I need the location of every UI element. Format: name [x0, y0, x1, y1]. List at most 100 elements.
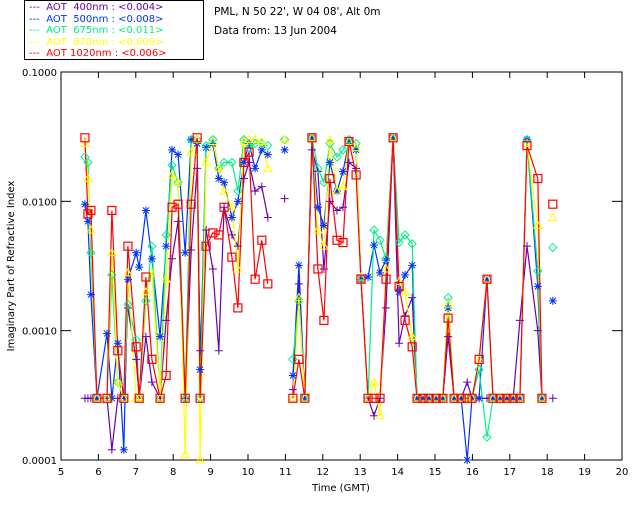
data-point-triangle [431, 393, 441, 402]
data-point-triangle [400, 286, 410, 296]
x-tick-label: 6 [95, 467, 101, 478]
data-point-asterisk [509, 394, 518, 403]
data-point-plus [214, 346, 223, 355]
data-point-square [244, 147, 254, 157]
data-point-square [548, 199, 558, 209]
data-point-plus [193, 164, 202, 173]
data-point-triangle [338, 181, 348, 191]
data-point-diamond [233, 186, 243, 196]
data-point-diamond [381, 254, 391, 264]
data-point-triangle [227, 202, 237, 211]
data-point-square [325, 173, 335, 184]
data-point-triangle [332, 186, 342, 195]
data-point-square [113, 346, 123, 356]
data-point-square [375, 393, 385, 403]
plot-frame [60, 71, 623, 461]
data-point-diamond [394, 237, 404, 248]
legend-item: --- AOT 1020nm : <0.006> [29, 48, 167, 59]
data-point-plus [187, 246, 196, 255]
data-point-triangle [449, 393, 459, 402]
data-point-triangle [123, 267, 133, 277]
data-point-asterisk [333, 187, 342, 196]
data-point-triangle [244, 134, 254, 144]
data-point-square [515, 393, 525, 403]
data-point-diamond [313, 163, 323, 174]
data-point-triangle [219, 186, 229, 195]
data-point-square [257, 235, 267, 245]
data-point-plus [376, 394, 385, 403]
data-point-triangle [532, 220, 543, 230]
legend: --- AOT 400nm : <0.004> --- AOT 500nm : … [24, 0, 204, 60]
data-point-square [233, 303, 243, 313]
data-point-triangle [173, 177, 183, 186]
data-point-triangle [482, 274, 492, 283]
data-point-triangle [474, 354, 484, 363]
data-point-square [294, 354, 304, 364]
data-point-asterisk [119, 445, 128, 454]
data-point-diamond [113, 377, 123, 387]
data-point-asterisk [370, 240, 379, 249]
data-point-plus [132, 355, 141, 364]
data-point-triangle [319, 241, 329, 250]
data-point-square [356, 274, 366, 284]
data-point-asterisk [313, 203, 322, 212]
data-date: Data from: 13 Jun 2004 [214, 25, 337, 37]
data-point-triangle [201, 157, 211, 166]
data-point-plus [141, 332, 150, 341]
data-point-asterisk [92, 394, 101, 403]
data-point-diamond [407, 239, 417, 249]
data-point-triangle [92, 393, 102, 402]
data-point-plus [408, 293, 417, 302]
data-point-square [107, 205, 117, 216]
data-point-square [363, 393, 373, 403]
data-point-diamond [161, 230, 171, 240]
data-point-asterisk [395, 287, 404, 296]
data-point-square [214, 230, 224, 240]
data-point-triangle [443, 299, 453, 308]
data-point-square [186, 199, 196, 209]
data-point-triangle [351, 142, 361, 152]
data-point-asterisk [537, 394, 546, 403]
data-point-triangle [307, 132, 317, 142]
data-point-plus [107, 445, 116, 454]
data-point-asterisk [482, 275, 491, 284]
data-point-asterisk [202, 143, 211, 152]
data-point-diamond [548, 242, 558, 253]
data-point-square [239, 157, 249, 168]
data-point-asterisk [463, 456, 472, 464]
data-point-diamond [443, 292, 453, 303]
data-point-asterisk [181, 248, 190, 257]
data-point-triangle [161, 274, 171, 283]
x-tick-label: 5 [58, 467, 64, 478]
data-point-triangle [344, 136, 354, 146]
data-point-asterisk [156, 332, 165, 341]
data-point-diamond [338, 145, 348, 155]
data-point-triangle [262, 163, 273, 172]
x-tick-label: 8 [170, 467, 176, 478]
data-point-diamond [167, 160, 177, 170]
data-point-triangle [515, 393, 525, 402]
data-point-asterisk [344, 137, 353, 146]
y-tick-label: 0.0001 [22, 456, 57, 467]
data-point-asterisk [468, 394, 477, 403]
legend-item: --- AOT 500nm : <0.008> [29, 13, 164, 25]
data-point-triangle [83, 173, 93, 183]
data-point-asterisk [425, 394, 434, 403]
data-point-asterisk [135, 263, 144, 272]
x-tick-label: 13 [354, 467, 367, 478]
data-point-diamond [279, 134, 290, 145]
data-point-triangle [437, 393, 448, 402]
data-point-square [288, 393, 298, 403]
data-point-triangle [213, 163, 224, 172]
data-point-square [307, 133, 317, 143]
data-point-asterisk [294, 261, 303, 270]
data-point-square [167, 202, 177, 212]
data-point-asterisk [352, 145, 361, 154]
data-point-square [332, 235, 342, 245]
data-point-triangle [207, 136, 218, 146]
data-point-triangle [313, 225, 323, 234]
data-point-triangle [495, 393, 505, 402]
data-point-square [141, 272, 151, 282]
data-point-asterisk [364, 272, 373, 281]
data-point-square [195, 393, 205, 403]
